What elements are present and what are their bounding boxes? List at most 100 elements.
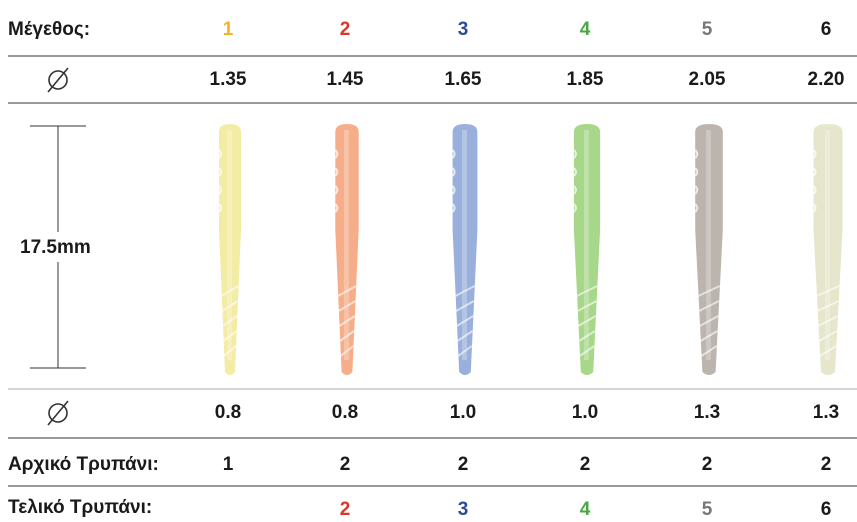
bottom-diameter: 0.8 xyxy=(332,402,358,423)
post-notch xyxy=(812,167,817,177)
post-notch xyxy=(573,149,577,159)
post xyxy=(694,124,723,375)
post xyxy=(218,124,241,375)
initial-drill: 2 xyxy=(340,454,351,475)
initial-drill: 2 xyxy=(458,454,469,475)
post-notch xyxy=(812,185,817,195)
post-highlight xyxy=(706,130,711,360)
post-body xyxy=(452,124,478,375)
post xyxy=(573,124,601,375)
post-notch xyxy=(694,167,699,177)
final-drill-label: Τελικό Τρυπάνι: xyxy=(8,497,152,518)
post-notch xyxy=(451,167,456,177)
post-thread xyxy=(222,330,238,342)
initial-drill: 2 xyxy=(580,454,591,475)
top-diameter: 2.05 xyxy=(689,69,726,90)
post-thread xyxy=(817,300,839,312)
post-thread xyxy=(819,345,837,357)
bottom-diameter: 1.3 xyxy=(694,402,720,423)
size-number: 3 xyxy=(458,19,469,40)
post-notch xyxy=(218,167,222,177)
post-notch xyxy=(218,149,222,159)
post-highlight xyxy=(584,130,589,360)
post-thread xyxy=(222,315,238,327)
post-body xyxy=(219,124,241,375)
post-thread xyxy=(340,345,354,357)
post-thread xyxy=(221,300,239,312)
post-notch xyxy=(334,185,339,195)
length-label: 17.5mm xyxy=(20,237,91,258)
post-notch xyxy=(218,203,222,213)
post xyxy=(812,124,843,375)
diameter-icon xyxy=(47,67,69,93)
post-thread xyxy=(697,285,721,297)
post-thread xyxy=(577,300,597,312)
post-notch xyxy=(694,203,699,213)
bottom-diameter: 1.0 xyxy=(572,402,598,423)
post-notch xyxy=(451,185,456,195)
post-thread xyxy=(221,285,239,297)
post-thread xyxy=(339,330,355,342)
post-body xyxy=(573,124,601,375)
post-thread xyxy=(454,285,476,297)
post-thread xyxy=(338,300,356,312)
initial-drill: 1 xyxy=(223,454,234,475)
post-notch xyxy=(218,185,222,195)
post-highlight xyxy=(462,130,467,360)
post xyxy=(334,124,359,375)
size-number: 5 xyxy=(702,19,713,40)
post-body xyxy=(695,124,723,375)
post-body xyxy=(813,124,843,375)
post-thread xyxy=(456,315,474,327)
post-thread xyxy=(818,330,838,342)
post-notch xyxy=(451,203,456,213)
size-number: 6 xyxy=(821,19,832,40)
top-diameter: 1.65 xyxy=(445,69,482,90)
initial-drill: 2 xyxy=(821,454,832,475)
bottom-diameter: 1.3 xyxy=(813,402,839,423)
size-number: 2 xyxy=(340,19,351,40)
initial-drill-label: Αρχικό Τρυπάνι: xyxy=(8,454,159,475)
post-thread xyxy=(457,345,473,357)
post-notch xyxy=(573,167,577,177)
post-thread xyxy=(338,315,356,327)
post-thread xyxy=(455,300,475,312)
post-notch xyxy=(694,185,699,195)
post-notch xyxy=(334,149,339,159)
post-highlight xyxy=(344,130,349,360)
post-thread xyxy=(698,300,720,312)
label-backdrop xyxy=(14,232,114,262)
post-body xyxy=(335,124,359,375)
final-drill: 2 xyxy=(340,499,351,520)
post-notch xyxy=(334,203,339,213)
size-number: 4 xyxy=(580,19,591,40)
post-thread xyxy=(456,330,474,342)
post-thread xyxy=(578,330,596,342)
post-notch xyxy=(694,149,699,159)
post-notch xyxy=(451,149,456,159)
final-drill: 6 xyxy=(821,499,832,520)
post-notch xyxy=(334,167,339,177)
post-highlight xyxy=(825,130,830,360)
size-number: 1 xyxy=(223,19,234,40)
top-diameter: 2.20 xyxy=(808,69,845,90)
top-diameter: 1.35 xyxy=(210,69,247,90)
initial-drill: 2 xyxy=(702,454,713,475)
top-diameter: 1.85 xyxy=(567,69,604,90)
post-thread xyxy=(699,315,719,327)
diameter-icon xyxy=(47,400,69,426)
size-label: Μέγεθος: xyxy=(8,19,90,40)
post-thread xyxy=(576,285,598,297)
post-thread xyxy=(700,345,718,357)
bottom-diameter: 0.8 xyxy=(215,402,241,423)
final-drill: 5 xyxy=(702,499,713,520)
post-thread xyxy=(817,315,839,327)
top-diameter: 1.45 xyxy=(327,69,364,90)
post-notch xyxy=(812,149,817,159)
post-notch xyxy=(573,185,577,195)
post-notch xyxy=(573,203,577,213)
final-drill: 3 xyxy=(458,499,469,520)
post-notch xyxy=(812,203,817,213)
final-drill: 4 xyxy=(580,499,591,520)
